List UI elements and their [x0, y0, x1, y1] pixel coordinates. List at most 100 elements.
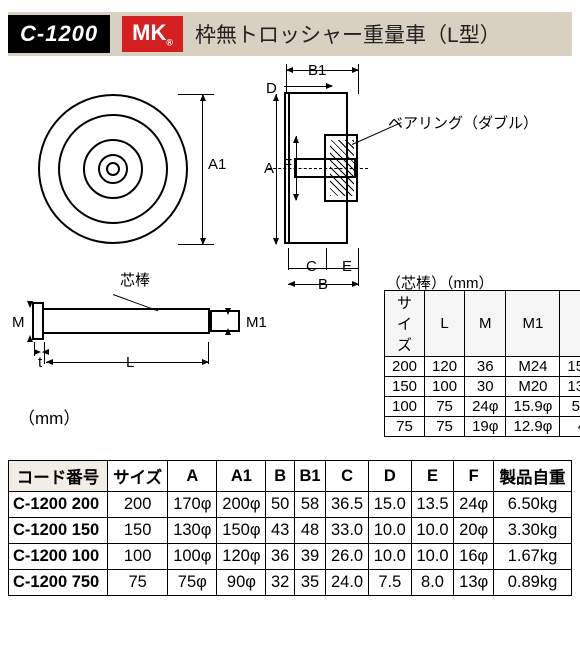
table-cell: 120φ	[217, 544, 266, 570]
arrow-icon	[27, 301, 33, 308]
table-cell: 16φ	[454, 544, 494, 570]
dim-t-label: t	[38, 354, 42, 371]
table-cell: 36	[465, 357, 506, 377]
table-cell: 7.5	[368, 570, 411, 596]
table-row: 757519φ12.9φ4	[385, 417, 580, 437]
brand-mark: ®	[166, 38, 173, 48]
table-cell: 6.50kg	[493, 492, 571, 518]
spec-table-header: A1	[217, 461, 266, 492]
table-cell: 75	[425, 397, 465, 417]
arrow-icon	[293, 136, 299, 143]
brand-logo: MK®	[122, 16, 183, 51]
product-code-badge: C-1200	[8, 15, 110, 53]
table-cell: C-1200 150	[9, 518, 108, 544]
table-cell: 10.0	[411, 518, 454, 544]
dim-b-label: B	[318, 276, 328, 293]
spec-table-header: サイズ	[107, 461, 167, 492]
table-cell: 90φ	[217, 570, 266, 596]
table-cell: 75φ	[168, 570, 217, 596]
dim-m-label: M	[12, 314, 25, 331]
table-row: 1007524φ15.9φ5.0	[385, 397, 580, 417]
diagram-area: A1 芯棒 M M1 t L B1 D A F C E B ベア	[8, 64, 572, 444]
table-row: C-1200 200200170φ200φ505836.515.013.524φ…	[9, 492, 572, 518]
dim-ext	[44, 342, 45, 364]
table-cell: 75	[425, 417, 465, 437]
table-cell: 130φ	[168, 518, 217, 544]
header-bar: C-1200 MK® 枠無トロッシャー重量車（L型）	[8, 12, 572, 56]
table-cell: M20	[506, 377, 560, 397]
unit-label: （mm）	[18, 404, 80, 429]
table-cell: 48	[294, 518, 325, 544]
table-cell: 200	[385, 357, 425, 377]
table-cell: 3.30kg	[493, 518, 571, 544]
table-cell: 39	[294, 544, 325, 570]
spec-table-header: 製品自重	[493, 461, 571, 492]
table-cell: 13.0	[560, 377, 580, 397]
table-cell: 100	[385, 397, 425, 417]
table-cell: 50	[266, 492, 294, 518]
table-cell: 15.0	[368, 492, 411, 518]
arrow-icon	[225, 328, 231, 335]
table-cell: 5.0	[560, 397, 580, 417]
arrow-icon	[293, 194, 299, 201]
dim-c-label: C	[306, 258, 317, 275]
spec-table-header: F	[454, 461, 494, 492]
arrow-icon	[288, 281, 295, 287]
dim-a1-line	[202, 94, 203, 244]
dim-a-label: A	[264, 160, 274, 177]
table-cell: 24φ	[454, 492, 494, 518]
arrow-icon	[200, 238, 206, 245]
spec-table-header: A	[168, 461, 217, 492]
arrow-icon	[326, 83, 333, 89]
table-cell: 58	[294, 492, 325, 518]
axle-body	[42, 308, 210, 334]
axle-table-header: M	[465, 291, 506, 357]
table-cell: 26.0	[326, 544, 369, 570]
dim-d-line	[284, 86, 332, 87]
table-cell: 170φ	[168, 492, 217, 518]
spec-table-header: E	[411, 461, 454, 492]
table-cell: 8.0	[411, 570, 454, 596]
bearing-label: ベアリング（ダブル）	[388, 112, 538, 133]
arrow-icon	[352, 281, 359, 287]
dim-ext	[178, 94, 214, 95]
dim-ext	[326, 248, 327, 270]
table-row: 15010030M2013.0	[385, 377, 580, 397]
table-cell: 150	[385, 377, 425, 397]
table-cell: C-1200 750	[9, 570, 108, 596]
dim-f-line	[296, 136, 297, 200]
table-cell: 10.0	[411, 544, 454, 570]
table-cell: 36	[266, 544, 294, 570]
table-cell: 20φ	[454, 518, 494, 544]
wheel-front-bore	[106, 162, 120, 176]
table-cell: 13φ	[454, 570, 494, 596]
brand-text: MK	[132, 20, 166, 45]
dim-m1-label: M1	[246, 314, 267, 331]
table-cell: 30	[465, 377, 506, 397]
dim-ext	[178, 244, 214, 245]
table-cell: 150	[107, 518, 167, 544]
table-cell: 19φ	[465, 417, 506, 437]
dim-b1-label: B1	[308, 62, 326, 79]
dim-ext	[288, 248, 289, 270]
table-cell: 15.9φ	[506, 397, 560, 417]
axle-table-header: L	[425, 291, 465, 357]
arrow-icon	[273, 94, 279, 101]
table-cell: 32	[266, 570, 294, 596]
spec-table-header: C	[326, 461, 369, 492]
axle-table-header: t	[560, 291, 580, 357]
table-row: C-1200 7507575φ90φ323524.07.58.013φ0.89k…	[9, 570, 572, 596]
arrow-icon	[352, 67, 359, 73]
arrow-icon	[27, 335, 33, 342]
table-cell: 36.5	[326, 492, 369, 518]
spec-table-header: コード番号	[9, 461, 108, 492]
table-cell: 43	[266, 518, 294, 544]
axle-table-header: M1	[506, 291, 560, 357]
table-cell: 1.67kg	[493, 544, 571, 570]
axle-table: サイズLMM1t 20012036M2415.015010030M2013.01…	[384, 290, 580, 437]
table-row: C-1200 100100100φ120φ363926.010.010.016φ…	[9, 544, 572, 570]
table-cell: C-1200 200	[9, 492, 108, 518]
spec-table-header: B	[266, 461, 294, 492]
table-cell: 15.0	[560, 357, 580, 377]
table-cell: 100φ	[168, 544, 217, 570]
